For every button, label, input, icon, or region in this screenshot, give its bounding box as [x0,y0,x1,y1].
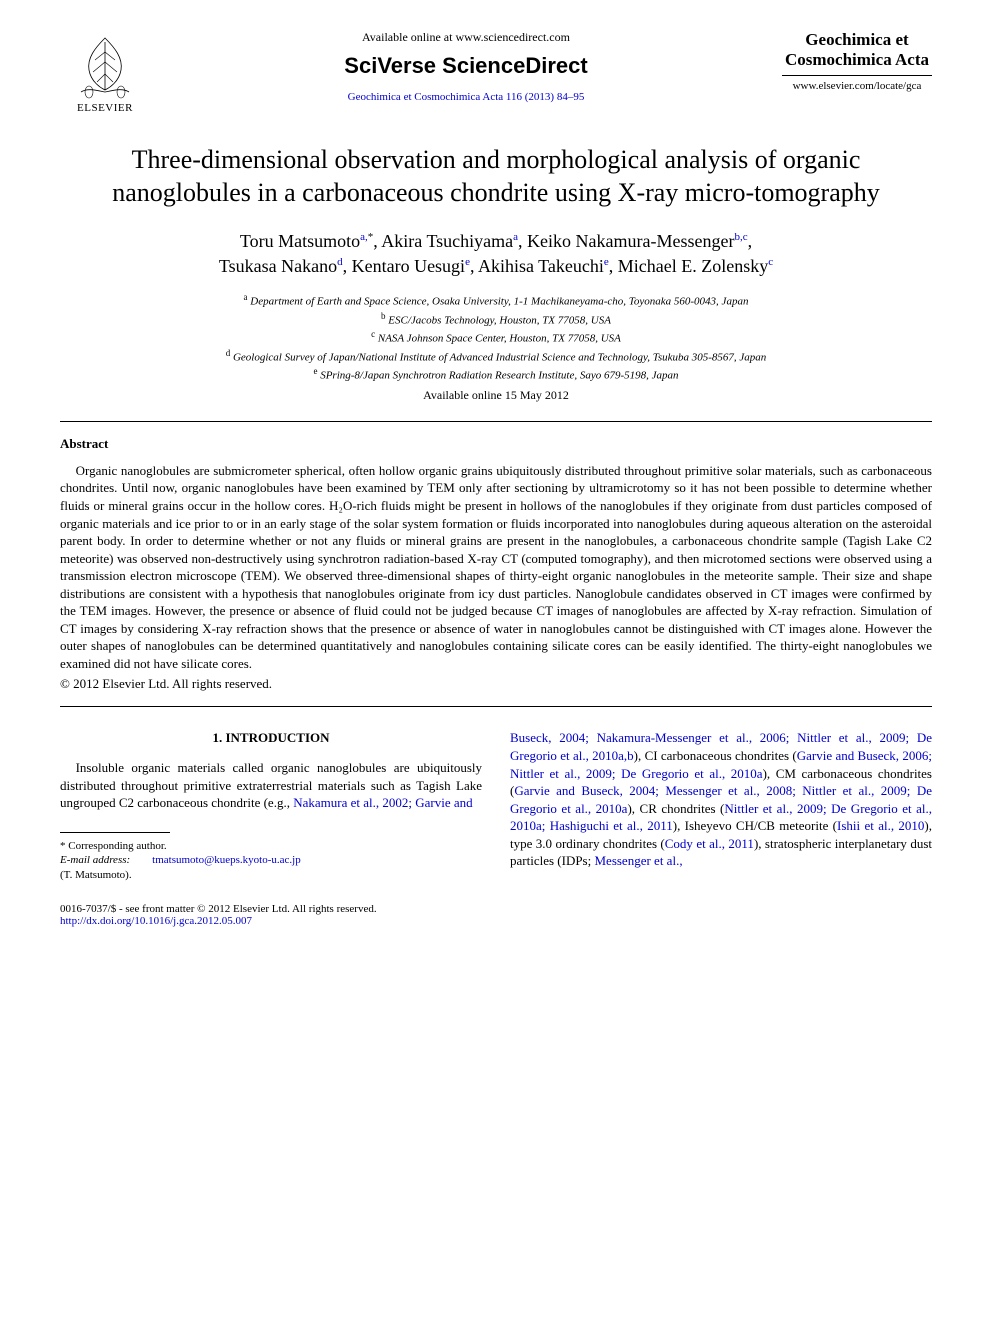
body-columns: 1. INTRODUCTION Insoluble organic materi… [60,729,932,883]
affiliation-text: SPring-8/Japan Synchrotron Radiation Res… [320,370,678,382]
elsevier-label: ELSEVIER [77,102,133,114]
corresponding-star: * [368,231,374,243]
author: Michael E. Zolenskyc [618,256,773,276]
affiliation: b ESC/Jacobs Technology, Houston, TX 770… [60,310,932,329]
author-aff[interactable]: c [768,256,773,268]
author-name: Akira Tsuchiyama [381,231,513,251]
center-header: Available online at www.sciencedirect.co… [150,30,782,103]
author: Toru Matsumotoa,* [240,231,373,251]
elsevier-tree-icon [75,30,135,100]
intro-continuation: Buseck, 2004; Nakamura-Messenger et al.,… [510,729,932,869]
author-name: Toru Matsumoto [240,231,360,251]
author-aff[interactable]: d [337,256,343,268]
available-online-date: Available online 15 May 2012 [60,388,932,403]
author: Akira Tsuchiyamaa [381,231,518,251]
author-aff[interactable]: e [604,256,609,268]
author: Keiko Nakamura-Messengerb,c [527,231,748,251]
right-column: Buseck, 2004; Nakamura-Messenger et al.,… [510,729,932,883]
corresponding-note: * Corresponding author. [60,839,482,854]
issn-line: 0016-7037/$ - see front matter © 2012 El… [60,903,932,915]
sciverse-logo: SciVerse ScienceDirect [160,53,772,79]
affiliation-text: Geological Survey of Japan/National Inst… [233,352,766,364]
email-link[interactable]: tmatsumoto@kueps.kyoto-u.ac.jp [152,854,301,866]
copyright-line: © 2012 Elsevier Ltd. All rights reserved… [60,676,932,692]
abstract-body: Organic nanoglobules are submicrometer s… [60,462,932,673]
article-title: Three-dimensional observation and morpho… [100,144,892,209]
author-name: Michael E. Zolensky [618,256,768,276]
author: Kentaro Uesugie [352,256,470,276]
authors-list: Toru Matsumotoa,*, Akira Tsuchiyamaa, Ke… [60,229,932,279]
journal-name: Geochimica et Cosmochimica Acta [782,30,932,76]
affiliation: d Geological Survey of Japan/National In… [60,347,932,366]
footnotes: * Corresponding author. E-mail address: … [60,839,482,884]
corr-text: Corresponding author. [68,840,166,852]
rule-top [60,421,932,422]
email-note: E-mail address: tmatsumoto@kueps.kyoto-u… [60,853,482,868]
left-column: 1. INTRODUCTION Insoluble organic materi… [60,729,482,883]
author: Akihisa Takeuchie [478,256,609,276]
citation[interactable]: Ishii et al., 2010 [837,818,924,833]
affiliations: a Department of Earth and Space Science,… [60,291,932,384]
elsevier-logo-block: ELSEVIER [60,30,150,114]
footnote-rule [60,832,170,833]
affiliation: c NASA Johnson Space Center, Houston, TX… [60,328,932,347]
affiliation: e SPring-8/Japan Synchrotron Radiation R… [60,365,932,384]
author-name: Tsukasa Nakano [219,256,337,276]
email-attribution: (T. Matsumoto). [60,868,482,883]
author-aff[interactable]: a, [360,231,368,243]
citation[interactable]: Messenger et al., [594,853,682,868]
author-aff[interactable]: e [465,256,470,268]
body-text: ), CI carbonaceous chondrites ( [634,748,797,763]
sciverse-text: SciVerse ScienceDirect [344,53,587,78]
author-aff[interactable]: a [513,231,518,243]
affiliation: a Department of Earth and Space Science,… [60,291,932,310]
citation[interactable]: Nakamura et al., 2002; Garvie and [293,795,472,810]
doi-link[interactable]: http://dx.doi.org/10.1016/j.gca.2012.05.… [60,915,932,927]
body-text: ), CR chondrites ( [627,801,724,816]
page-footer: 0016-7037/$ - see front matter © 2012 El… [60,903,932,927]
author-aff[interactable]: b,c [734,231,747,243]
email-label: E-mail address: [60,854,130,866]
body-text: ), Isheyevo CH/CB meteorite ( [673,818,837,833]
citation[interactable]: Cody et al., 2011 [665,836,754,851]
abstract-heading: Abstract [60,436,932,452]
section-heading: 1. INTRODUCTION [60,729,482,747]
journal-reference[interactable]: Geochimica et Cosmochimica Acta 116 (201… [160,91,772,103]
affiliation-text: NASA Johnson Space Center, Houston, TX 7… [378,333,621,345]
rule-bottom [60,706,932,707]
author-name: Keiko Nakamura-Messenger [527,231,734,251]
available-online-text: Available online at www.sciencedirect.co… [160,30,772,45]
journal-logo-block: Geochimica et Cosmochimica Acta www.else… [782,30,932,92]
intro-paragraph: Insoluble organic materials called organ… [60,759,482,812]
author-name: Kentaro Uesugi [352,256,465,276]
author: Tsukasa Nakanod [219,256,343,276]
journal-url[interactable]: www.elsevier.com/locate/gca [782,80,932,92]
affiliation-text: Department of Earth and Space Science, O… [250,296,748,308]
affiliation-text: ESC/Jacobs Technology, Houston, TX 77058… [388,315,611,327]
author-name: Akihisa Takeuchi [478,256,604,276]
header: ELSEVIER Available online at www.science… [60,30,932,114]
